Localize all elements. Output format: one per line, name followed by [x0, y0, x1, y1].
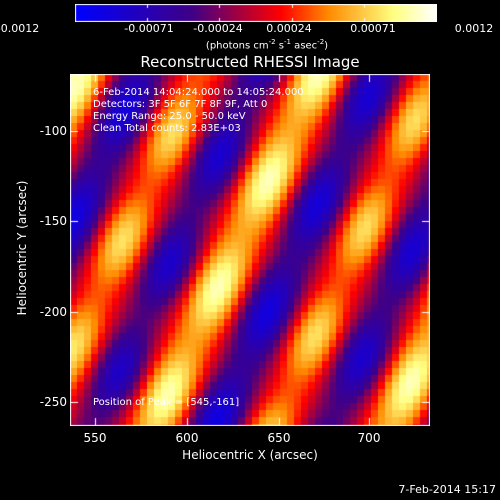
rhessi-image	[70, 74, 430, 426]
colorbar-tick-label: 0.00024	[266, 22, 312, 35]
x-tick-label: 650	[267, 431, 291, 445]
y-tick-labels: -100 -150 -200 -250	[0, 0, 67, 500]
colorbar-tick-label: 0.00071	[350, 22, 396, 35]
plot-title: Reconstructed RHESSI Image	[140, 53, 360, 71]
colorbar	[75, 4, 437, 22]
y-tick-label: -150	[39, 214, 67, 228]
plot-datestamp: 7-Feb-2014 15:17	[398, 483, 496, 496]
counts-label: Clean Total counts: 2.83E+03	[93, 123, 241, 134]
y-axis-label: Heliocentric Y (arcsec)	[15, 180, 29, 316]
colorbar-tick-label: -0.00024	[193, 22, 243, 35]
detectors-label: Detectors: 3F 5F 6F 7F 8F 9F, Att 0	[93, 99, 268, 110]
energy-range-label: Energy Range: 25.0 - 50.0 keV	[93, 111, 246, 122]
x-tick-label: 700	[357, 431, 381, 445]
peak-position-label: Position of Peak = [545,-161]	[93, 397, 240, 408]
y-tick-label: -100	[39, 124, 67, 138]
y-tick-label: -250	[39, 395, 67, 409]
colorbar-units-label: (photons cm-2 s-1 asec-2)	[205, 38, 329, 52]
x-tick-label: 550	[83, 431, 107, 445]
colorbar-tick-label: -0.00071	[124, 22, 174, 35]
time-range-label: 6-Feb-2014 14:04:24.000 to 14:05:24.000	[93, 87, 304, 98]
x-axis-label: Heliocentric X (arcsec)	[182, 448, 318, 462]
y-tick-label: -200	[39, 305, 67, 319]
colorbar-tick-label: 0.0012	[454, 22, 494, 35]
x-tick-label: 600	[175, 431, 199, 445]
colorbar-tick-label: -0.0012	[0, 22, 40, 35]
